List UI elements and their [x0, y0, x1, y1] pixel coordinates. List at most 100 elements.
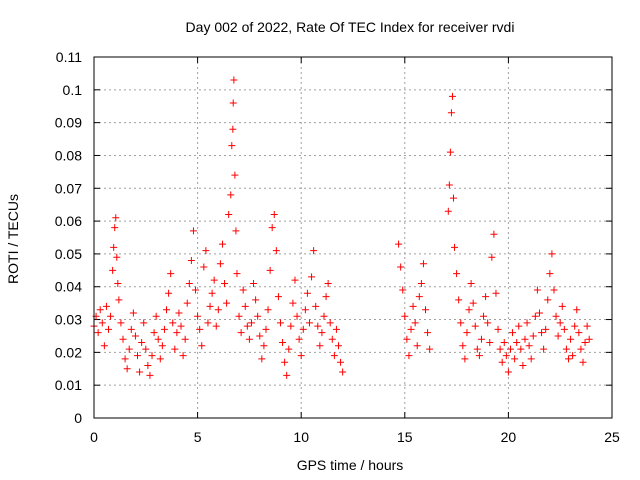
data-point-marker — [254, 312, 262, 320]
data-point-marker — [228, 142, 236, 150]
data-point-marker — [504, 368, 512, 376]
data-point-marker — [272, 247, 280, 255]
data-point-marker — [486, 339, 494, 347]
data-point-marker — [252, 296, 260, 304]
data-point-marker — [279, 339, 287, 347]
data-point-marker — [538, 329, 546, 337]
y-tick-label: 0.05 — [55, 246, 82, 262]
x-tick-label: 20 — [501, 429, 517, 445]
data-point-marker — [134, 352, 142, 360]
data-point-marker — [540, 345, 548, 353]
data-point-marker — [291, 276, 299, 284]
data-point-marker — [334, 342, 342, 350]
data-point-marker — [198, 342, 206, 350]
data-point-marker — [544, 296, 552, 304]
data-point-marker — [305, 319, 313, 327]
data-point-marker — [169, 319, 177, 327]
data-point-marker — [397, 263, 405, 271]
data-point-marker — [459, 342, 467, 350]
data-point-marker — [232, 227, 240, 235]
data-point-marker — [114, 279, 122, 287]
data-point-marker — [160, 325, 168, 333]
data-point-marker — [250, 279, 258, 287]
data-point-marker — [127, 325, 135, 333]
data-point-marker — [552, 312, 560, 320]
data-point-marker — [225, 211, 233, 219]
data-point-marker — [218, 240, 226, 248]
data-point-marker — [239, 286, 247, 294]
y-tick-label: 0.01 — [55, 377, 82, 393]
data-point-marker — [303, 289, 311, 297]
data-point-marker — [241, 302, 249, 310]
data-point-marker — [140, 319, 148, 327]
data-point-marker — [482, 293, 490, 301]
data-point-marker — [260, 342, 268, 350]
y-tick-label: 0.08 — [55, 147, 82, 163]
data-point-marker — [415, 293, 423, 301]
data-point-marker — [535, 309, 543, 317]
data-point-marker — [200, 263, 208, 271]
data-point-marker — [230, 76, 238, 84]
data-point-marker — [492, 289, 500, 297]
data-point-marker — [154, 335, 162, 343]
data-point-marker — [484, 319, 492, 327]
data-point-marker — [575, 329, 583, 337]
data-point-marker — [144, 361, 152, 369]
y-axis-label: ROTI / TECUs — [5, 194, 21, 284]
data-point-marker — [158, 342, 166, 350]
data-point-marker — [148, 352, 156, 360]
data-point-marker — [523, 319, 531, 327]
data-point-marker — [125, 345, 133, 353]
data-point-marker — [426, 345, 434, 353]
data-point-marker — [330, 352, 338, 360]
data-point-marker — [500, 339, 508, 347]
data-point-marker — [318, 329, 326, 337]
data-point-marker — [196, 325, 204, 333]
data-point-marker — [316, 342, 324, 350]
data-point-marker — [187, 256, 195, 264]
data-point-marker — [409, 302, 417, 310]
data-point-marker — [276, 319, 284, 327]
data-point-marker — [513, 339, 521, 347]
data-point-marker — [206, 302, 214, 310]
data-point-marker — [231, 171, 239, 179]
data-point-marker — [449, 194, 457, 202]
data-point-marker — [262, 325, 270, 333]
data-point-marker — [156, 355, 164, 363]
data-point-marker — [401, 312, 409, 320]
plot-frame — [93, 56, 613, 419]
data-point-marker — [285, 345, 293, 353]
data-point-marker — [525, 342, 533, 350]
data-point-marker — [295, 335, 303, 343]
x-tick-label: 15 — [397, 429, 413, 445]
data-point-marker — [208, 289, 216, 297]
data-point-marker — [258, 355, 266, 363]
data-point-marker — [465, 306, 473, 314]
data-point-marker — [533, 286, 541, 294]
data-point-marker — [202, 247, 210, 255]
data-point-marker — [467, 279, 475, 287]
y-tick-label: 0.09 — [55, 115, 82, 131]
data-point-marker — [152, 312, 160, 320]
x-tick-label: 0 — [90, 429, 98, 445]
data-point-marker — [515, 322, 523, 330]
data-point-marker — [473, 345, 481, 353]
data-point-marker — [488, 253, 496, 261]
data-point-marker — [142, 345, 150, 353]
data-point-marker — [194, 312, 202, 320]
data-point-marker — [204, 319, 212, 327]
y-tick-label: 0.04 — [55, 279, 82, 295]
data-point-marker — [136, 368, 144, 376]
data-point-marker — [163, 306, 171, 314]
data-point-marker — [109, 266, 117, 274]
data-point-marker — [223, 299, 231, 307]
data-point-marker — [110, 243, 118, 251]
data-point-marker — [310, 247, 318, 255]
data-point-marker — [529, 332, 537, 340]
data-point-marker — [189, 227, 197, 235]
data-point-marker — [583, 322, 591, 330]
data-point-marker — [411, 319, 419, 327]
x-axis-label: GPS time / hours — [297, 457, 404, 473]
data-point-marker — [562, 345, 570, 353]
data-point-marker — [564, 355, 572, 363]
